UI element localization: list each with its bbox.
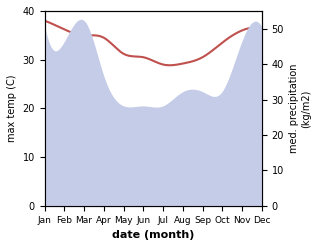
X-axis label: date (month): date (month) xyxy=(112,230,194,240)
Y-axis label: max temp (C): max temp (C) xyxy=(7,75,17,142)
Y-axis label: med. precipitation
(kg/m2): med. precipitation (kg/m2) xyxy=(289,64,311,153)
